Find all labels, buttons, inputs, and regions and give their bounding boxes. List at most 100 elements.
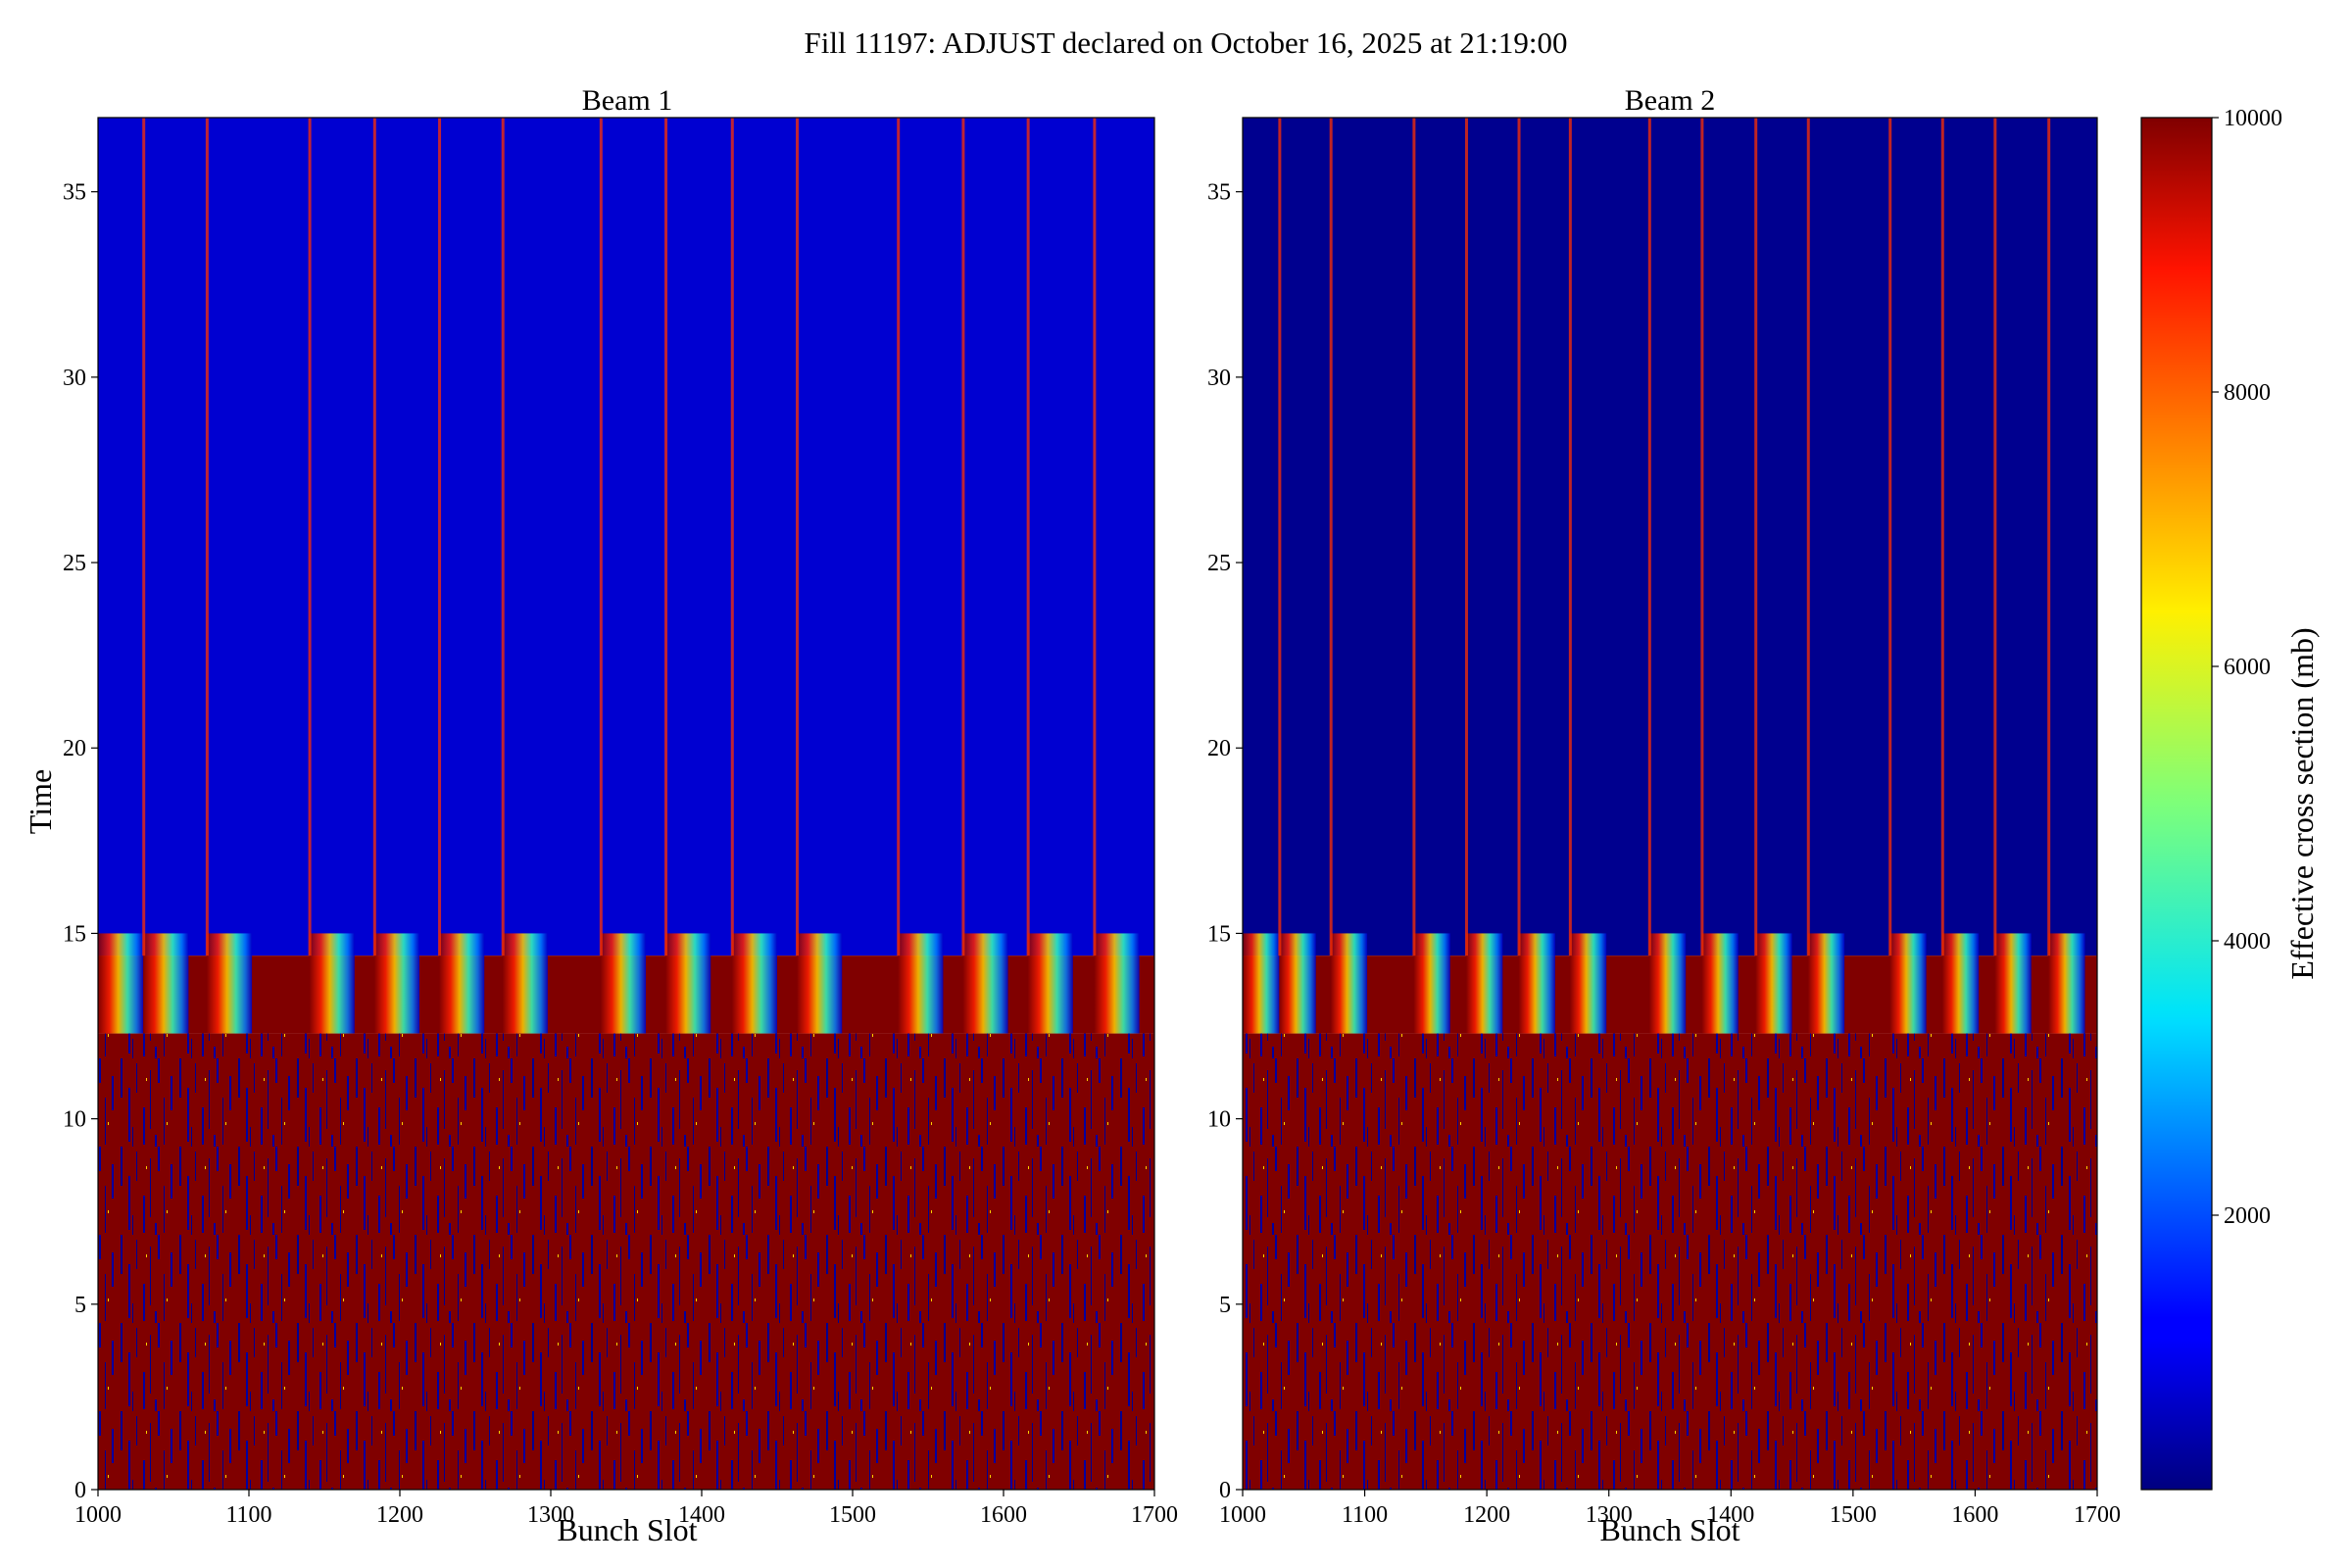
colorbar-gradient [2140,117,2213,1491]
y-tick-label: 25 [1207,551,1231,576]
beam2-title: Beam 2 [1625,84,1715,117]
bunch-train-transition [502,933,548,1034]
x-tick-label: 1700 [1131,1502,1178,1528]
y-tick-label: 15 [1207,921,1231,947]
bunch-line [205,118,209,956]
beam2-y-ticks: 0 5 10 15 20 25 30 35 [1207,180,1243,1503]
bunch-train-transition [600,933,647,1034]
bunch-train-transition [1279,933,1316,1034]
colorbar-ticks: 2000 4000 6000 8000 10000 [2212,106,2282,1229]
y-tick-label: 30 [1207,366,1231,391]
bunch-train-transition [373,933,420,1034]
bunch-train-transition [1648,933,1687,1034]
x-tick-label: 1400 [678,1502,725,1528]
bunch-train-transition [2048,933,2085,1034]
x-tick-label: 1100 [225,1502,271,1528]
bunch-train-transition [731,933,777,1034]
x-tick-label: 1100 [1342,1502,1388,1528]
bunch-line [308,118,312,956]
beam2-axes-frame [1242,117,2098,1491]
beam1-y-ticks: 0 5 10 15 20 25 30 35 [63,180,98,1503]
bunch-line [142,118,146,956]
bunch-train-transition [143,933,189,1034]
colorbar-label: Effective cross section (mb) [2284,627,2320,979]
bunch-line [1093,118,1097,956]
colorbar: 2000 4000 6000 8000 10000 Effective cross se… [2140,106,2320,1491]
bunch-line [1329,118,1333,956]
bunch-train-transition [1701,933,1739,1034]
beam1-heatmap-panel: Beam 1 1000 1100 1200 1300 1400 1500 1600 1700 … [23,84,1178,1547]
bunch-train-transition [1569,933,1607,1034]
x-tick-label: 1200 [376,1502,423,1528]
y-tick-label: 10 [1207,1107,1231,1133]
x-tick-label: 1300 [1586,1502,1633,1528]
colorbar-tick-label: 2000 [2224,1203,2271,1229]
bunch-line [730,118,734,956]
x-tick-label: 1200 [1463,1502,1510,1528]
beam1-x-axis-label: Bunch Slot [557,1512,697,1547]
y-tick-label: 5 [1219,1293,1231,1318]
y-tick-label: 35 [63,180,86,206]
bunch-train-transition [1413,933,1450,1034]
bunch-train-transition [98,933,144,1034]
beam1-y-axis-label: Time [23,769,58,834]
bunch-line [897,118,901,956]
bunch-line [1754,118,1758,956]
x-tick-label: 1000 [74,1502,122,1528]
beam2-x-axis-label: Bunch Slot [1599,1512,1740,1547]
bunch-line [796,118,800,956]
beam2-x-ticks: 1000 1100 1200 1300 1400 1500 1600 1700 [1219,1490,2121,1528]
bunch-train-transition [1330,933,1368,1034]
y-tick-label: 0 [74,1478,86,1503]
saturated-noise [98,1033,1154,1490]
bunch-line [2047,118,2051,956]
colorbar-tick-label: 6000 [2224,655,2271,680]
y-tick-label: 10 [63,1107,86,1133]
bunch-line [1940,118,1944,956]
x-tick-label: 1500 [829,1502,876,1528]
bunch-train-transition [797,933,843,1034]
bunch-line [664,118,668,956]
bunch-line [1647,118,1651,956]
bunch-line [372,118,376,956]
colorbar-tick-label: 8000 [2224,380,2271,406]
x-tick-label: 1700 [2074,1502,2121,1528]
bunch-train-transition [206,933,253,1034]
bunch-train-transition [665,933,711,1034]
beam2-heatmap [1243,118,2097,1490]
bunch-train-transition [439,933,485,1034]
bunch-line [961,118,965,956]
saturated-noise [1243,1033,2097,1490]
bunch-train-transition [1889,933,1927,1034]
y-tick-label: 20 [63,736,86,761]
bunch-train-transition [1094,933,1140,1034]
beam1-title: Beam 1 [582,84,672,117]
bunch-line [1412,118,1416,956]
bunch-train-transition [1807,933,1845,1034]
x-tick-label: 1600 [980,1502,1027,1528]
colorbar-tick-label: 10000 [2224,106,2282,131]
bunch-train-transition [309,933,355,1034]
y-tick-label: 25 [63,551,86,576]
bunch-train-transition [1243,933,1280,1034]
bunch-train-transition [898,933,944,1034]
bunch-line [1517,118,1521,956]
y-tick-label: 35 [1207,180,1231,206]
bunch-line [599,118,603,956]
figure-title: Fill 11197: ADJUST declared on October 1… [805,25,1568,60]
y-tick-label: 0 [1219,1478,1231,1503]
bunch-train-transition [962,933,1008,1034]
y-tick-label: 20 [1207,736,1231,761]
bunch-line [1888,118,1892,956]
colorbar-tick-label: 4000 [2224,929,2271,955]
low-value-region [1243,118,2097,956]
bunch-train-transition [1027,933,1073,1034]
bunch-line [501,118,505,956]
bunch-line [1026,118,1030,956]
bunch-line [1806,118,1810,956]
bunch-line [438,118,442,956]
beam1-x-ticks: 1000 1100 1200 1300 1400 1500 1600 1700 [74,1490,1178,1528]
bunch-line [1568,118,1572,956]
bunch-train-transition [1518,933,1555,1034]
beam1-axes-frame [97,117,1155,1491]
